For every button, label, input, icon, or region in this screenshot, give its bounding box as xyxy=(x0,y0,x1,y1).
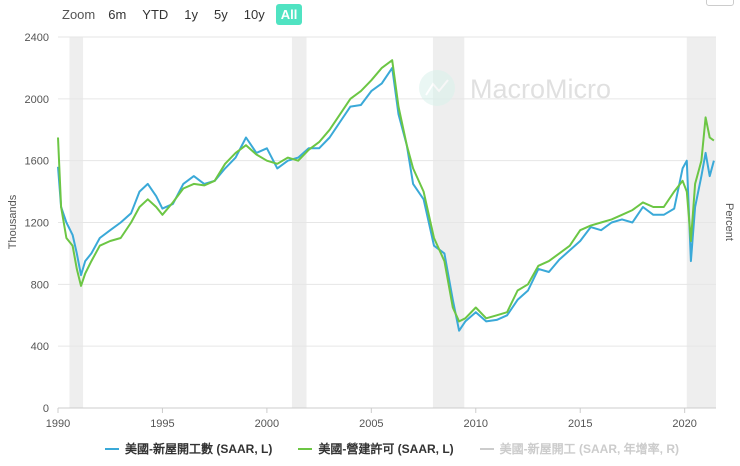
legend-label-starts: 美國-新屋開工數 (SAAR, L) xyxy=(125,442,273,456)
y-tick-label: 0 xyxy=(43,403,49,415)
y-tick-label: 400 xyxy=(31,341,49,353)
series-lines xyxy=(57,59,715,332)
x-tick-label: 2000 xyxy=(255,418,279,430)
zoom-5y-button[interactable]: 5y xyxy=(214,6,228,22)
zoom-bar: Zoom 6m YTD 1y 5y 10y All xyxy=(62,3,308,25)
legend-swatch-starts-yoy xyxy=(479,447,494,450)
menu-button[interactable] xyxy=(706,0,734,6)
legend-label-starts-yoy: 美國-新屋開工 (SAAR, 年增率, R) xyxy=(499,442,679,456)
series-line-starts[interactable] xyxy=(57,66,715,332)
zoom-10y-button[interactable]: 10y xyxy=(243,6,265,22)
legend-label-permits: 美國-營建許可 (SAAR, L) xyxy=(318,442,454,456)
legend-item-permits[interactable]: 美國-營建許可 (SAAR, L) xyxy=(298,440,454,457)
y-axis-ticks: 0 400 800 1200 1600 2000 2400 xyxy=(25,32,49,415)
zoom-ytd-button[interactable]: YTD xyxy=(142,6,169,22)
zoom-6m-button[interactable]: 6m xyxy=(108,6,127,22)
legend-item-starts[interactable]: 美國-新屋開工數 (SAAR, L) xyxy=(105,440,272,457)
y-tick-label: 2000 xyxy=(25,94,49,106)
y-tick-label: 2400 xyxy=(25,32,49,44)
legend: 美國-新屋開工數 (SAAR, L) 美國-營建許可 (SAAR, L) 美國-… xyxy=(105,440,705,457)
legend-item-starts-yoy[interactable]: 美國-新屋開工 (SAAR, 年增率, R) xyxy=(479,440,679,457)
x-tick-label: 2005 xyxy=(359,418,383,430)
zoom-all-button[interactable]: All xyxy=(275,3,303,25)
x-axis-ticks: 1990 1995 2000 2005 2010 2015 2020 xyxy=(46,408,697,430)
grid-lines xyxy=(58,36,716,409)
series-line-permits[interactable] xyxy=(57,59,715,323)
x-tick-label: 1995 xyxy=(150,418,174,430)
logo-mark-icon xyxy=(425,79,449,96)
y-tick-label: 800 xyxy=(31,279,49,291)
y-axis-label: Thousands xyxy=(7,194,19,249)
watermark-text: MacroMicro xyxy=(470,74,611,104)
watermark: MacroMicro xyxy=(419,70,611,106)
x-tick-label: 2015 xyxy=(568,418,592,430)
x-tick-label: 1990 xyxy=(46,418,70,430)
x-tick-label: 2020 xyxy=(672,418,696,430)
zoom-label: Zoom xyxy=(62,6,96,22)
legend-swatch-permits xyxy=(298,447,313,450)
y-tick-label: 1200 xyxy=(25,218,49,230)
x-tick-label: 2010 xyxy=(464,418,488,430)
zoom-1y-button[interactable]: 1y xyxy=(184,6,199,22)
y-tick-label: 1600 xyxy=(25,156,49,168)
legend-swatch-starts xyxy=(105,447,119,450)
y-axis-right-label: Percent xyxy=(723,203,735,241)
